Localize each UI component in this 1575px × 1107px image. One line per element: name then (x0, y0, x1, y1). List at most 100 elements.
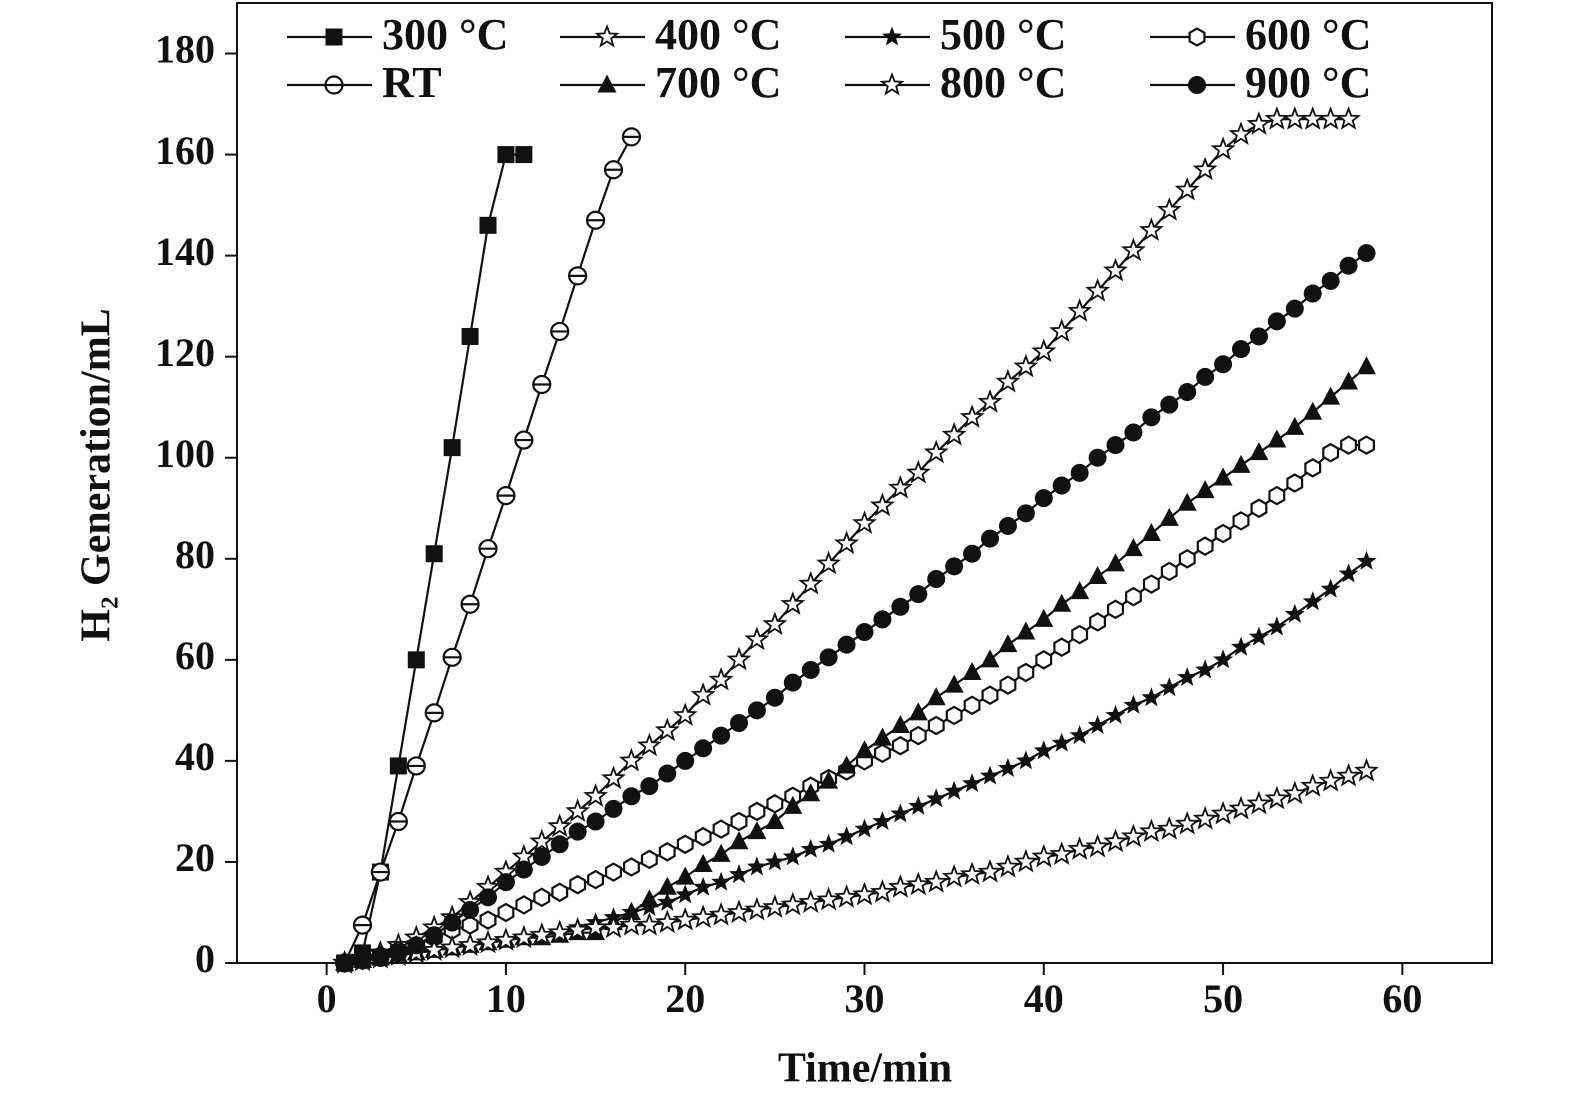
marker (622, 787, 641, 806)
marker-shape (1300, 106, 1326, 130)
marker-shape (457, 932, 483, 956)
marker (324, 75, 344, 95)
series-line (344, 252, 1368, 965)
marker (587, 869, 605, 890)
marker (872, 811, 893, 830)
marker (1120, 237, 1146, 262)
marker (604, 862, 623, 882)
marker-shape (962, 661, 982, 680)
marker (998, 634, 1018, 653)
marker (959, 404, 985, 428)
marker (1123, 694, 1144, 714)
marker-shape (594, 23, 620, 48)
marker (335, 954, 354, 972)
marker (479, 910, 497, 930)
marker (764, 851, 785, 871)
marker (712, 726, 731, 745)
marker-shape (1339, 256, 1358, 275)
marker-shape (1249, 442, 1269, 461)
marker-shape (533, 887, 551, 908)
marker (800, 838, 821, 858)
marker (597, 74, 617, 93)
marker-shape (493, 927, 519, 951)
marker (1282, 106, 1308, 130)
marker-shape (565, 798, 591, 822)
marker (565, 917, 591, 941)
marker (640, 777, 659, 796)
marker-shape (1141, 523, 1161, 542)
marker (478, 539, 498, 559)
marker (995, 368, 1021, 393)
marker (798, 889, 824, 913)
marker-shape (944, 674, 964, 693)
marker-shape (1177, 667, 1198, 686)
marker (1196, 536, 1214, 556)
marker-shape (1159, 677, 1180, 697)
marker-shape (1088, 448, 1107, 467)
marker-shape (887, 874, 913, 898)
marker-shape (622, 787, 641, 806)
marker-shape (425, 545, 443, 563)
marker (1249, 442, 1269, 461)
marker (852, 510, 877, 534)
marker (1160, 561, 1178, 582)
marker-shape (726, 646, 752, 671)
marker (999, 675, 1017, 695)
marker-shape (640, 777, 659, 796)
marker-shape (872, 811, 893, 830)
marker (1213, 467, 1233, 486)
marker-shape (479, 216, 497, 234)
marker (1174, 811, 1200, 835)
marker-shape (766, 794, 784, 814)
marker (1340, 435, 1358, 455)
marker (836, 826, 857, 846)
marker (818, 833, 839, 853)
marker-shape (999, 675, 1017, 695)
marker-shape (1357, 435, 1376, 455)
marker (1106, 436, 1125, 455)
marker (694, 739, 713, 758)
marker (1120, 823, 1146, 848)
marker (352, 915, 373, 935)
marker (370, 862, 391, 882)
marker (585, 210, 606, 230)
marker-shape (1320, 578, 1341, 598)
marker-shape (443, 439, 461, 457)
marker-shape (977, 389, 1003, 413)
marker (565, 798, 591, 822)
marker (622, 857, 640, 877)
marker (1069, 725, 1090, 745)
marker-shape (421, 937, 447, 961)
marker (658, 764, 677, 783)
marker (1214, 355, 1233, 374)
marker-shape (1089, 612, 1107, 632)
marker (639, 889, 659, 908)
marker (550, 835, 569, 854)
marker (765, 688, 784, 707)
marker-shape (764, 851, 785, 871)
marker (1213, 649, 1234, 669)
marker (1284, 603, 1305, 623)
marker (443, 913, 462, 932)
marker (1300, 106, 1326, 130)
marker (762, 611, 788, 636)
marker-shape (1156, 816, 1182, 840)
marker-shape (1141, 687, 1162, 707)
marker-shape (479, 888, 497, 907)
marker-shape (869, 492, 895, 517)
marker-shape (654, 717, 680, 742)
marker (1250, 498, 1268, 519)
marker (1156, 816, 1182, 840)
marker-shape (730, 714, 748, 732)
marker (747, 821, 767, 840)
marker-shape (1232, 511, 1250, 531)
legend-label: 800 °C (940, 58, 1066, 107)
marker-shape (762, 611, 788, 636)
marker-shape (1303, 284, 1322, 303)
marker (1159, 507, 1179, 526)
marker-shape (636, 732, 662, 757)
marker-shape (1067, 836, 1093, 860)
marker-shape (1249, 327, 1268, 346)
marker (461, 900, 480, 919)
marker (1105, 704, 1126, 724)
